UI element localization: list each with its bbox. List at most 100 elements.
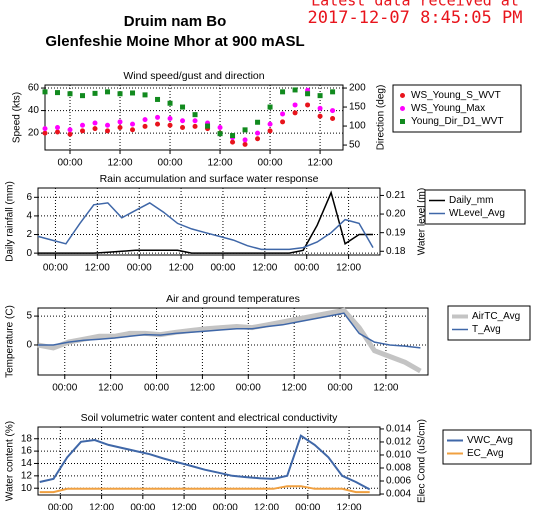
point [242, 137, 248, 143]
y-tick-label: 60 [28, 83, 40, 94]
point [267, 104, 273, 110]
y-tick-label: 12 [21, 470, 33, 481]
point [317, 113, 323, 119]
chart-title: Rain accumulation and surface water resp… [100, 173, 319, 185]
point [142, 123, 148, 129]
series-line [37, 202, 374, 251]
station-subtitle: Glenfeshie Moine Mhor at 900 mASL [45, 33, 304, 50]
legend-box [447, 305, 531, 341]
x-tick-label: 12:00 [108, 158, 133, 169]
y-tick-label: 18 [21, 433, 33, 444]
point [280, 119, 286, 125]
point [55, 124, 61, 130]
point [217, 124, 223, 130]
point [92, 120, 98, 126]
legend-label: EC_Avg [467, 448, 504, 459]
point [55, 129, 61, 135]
point [267, 128, 273, 134]
point [292, 87, 298, 93]
series-line [37, 307, 422, 374]
point [67, 131, 73, 137]
x-tick-label: 12:00 [373, 383, 398, 394]
legend-swatch [400, 119, 405, 124]
series-line [38, 190, 373, 254]
y-tick-label: 4 [26, 211, 32, 222]
x-tick-label: 12:00 [85, 263, 110, 274]
timestamp: 2017-12-07 8:45:05 PM [308, 8, 523, 28]
y-axis-label: Daily rainfall (mm) [5, 181, 16, 262]
point [180, 118, 186, 124]
point [142, 117, 148, 123]
y-tick-label: 16 [21, 446, 33, 457]
point [155, 114, 161, 120]
point [92, 90, 98, 96]
y-tick-label: 10 [21, 483, 33, 494]
point [142, 92, 148, 98]
point [130, 90, 136, 96]
x-tick-label: 00:00 [295, 503, 320, 510]
point [292, 110, 298, 116]
series-line [38, 312, 421, 349]
point [105, 128, 111, 134]
point [167, 100, 173, 106]
point [317, 105, 323, 111]
chart-title: Soil volumetric water content and electr… [81, 412, 339, 424]
legend-label: VWC_Avg [467, 435, 513, 446]
x-tick-label: 12:00 [190, 383, 215, 394]
x-tick-label: 00:00 [57, 158, 82, 169]
y-tick-label: 0.004 [386, 489, 411, 500]
x-tick-label: 12:00 [282, 383, 307, 394]
point [55, 90, 61, 96]
legend-label: Daily_mm [449, 195, 493, 206]
y-tick-label: 2 [26, 229, 32, 240]
station-title: Druim nam Bo [124, 13, 227, 30]
legend-swatch [400, 106, 405, 111]
y-tick-label: 0.18 [386, 246, 406, 257]
y-tick-label: 0 [26, 340, 32, 351]
x-tick-label: 12:00 [254, 503, 279, 510]
x-tick-label: 12:00 [98, 383, 123, 394]
point [92, 126, 98, 132]
point [255, 119, 261, 125]
legend-box [442, 429, 532, 465]
point [192, 123, 198, 129]
y-tick-label: 0.006 [386, 476, 411, 487]
x-tick-label: 00:00 [236, 383, 261, 394]
legend-box [392, 84, 522, 133]
y2-axis-label: Elec Cond (uS/cm) [417, 419, 428, 503]
point [130, 127, 136, 133]
point [255, 130, 261, 136]
y-tick-label: 5 [26, 311, 32, 322]
point [267, 121, 273, 127]
legend-label: WS_Young_Max [411, 103, 485, 114]
chart-title: Air and ground temperatures [166, 293, 300, 305]
y-tick-label: 0.014 [386, 424, 411, 435]
legend-label: T_Avg [472, 324, 501, 335]
point [180, 104, 186, 110]
point [205, 123, 211, 129]
point [230, 133, 236, 139]
point [167, 122, 173, 128]
point [192, 118, 198, 124]
x-tick-label: 12:00 [337, 503, 362, 510]
x-tick-label: 12:00 [308, 158, 333, 169]
point [80, 93, 86, 99]
x-tick-label: 12:00 [208, 158, 233, 169]
y-axis-label: Speed (kts) [12, 92, 23, 143]
chart-title: Wind speed/gust and direction [123, 70, 264, 82]
point [167, 115, 173, 121]
point [317, 93, 323, 99]
point [330, 115, 336, 121]
plot-frame [37, 187, 381, 256]
point [117, 119, 123, 125]
latest-label: Latest data received at [311, 0, 519, 10]
x-tick-label: 00:00 [43, 263, 68, 274]
series-line [39, 485, 370, 494]
point [155, 96, 161, 102]
x-tick-label: 00:00 [210, 263, 235, 274]
point [117, 124, 123, 130]
point [130, 121, 136, 127]
point [67, 127, 73, 133]
y-tick-label: 20 [28, 128, 40, 139]
